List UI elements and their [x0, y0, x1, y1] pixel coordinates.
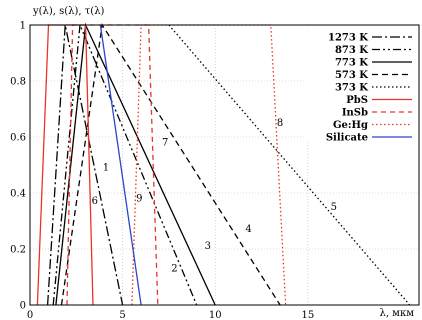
legend-label: 773 K	[335, 58, 368, 69]
legend-label: 573 K	[335, 70, 368, 81]
legend-label: Ge:Hg	[333, 120, 368, 131]
curve-label: 5	[331, 202, 337, 213]
x-tick-label: 0	[27, 310, 33, 320]
x-axis-title: λ, мкм	[379, 308, 414, 319]
series-line	[131, 24, 287, 306]
y-tick-label: 0.4	[10, 189, 26, 200]
x-tick-label: 15	[301, 310, 314, 320]
y-axis-title: y(λ), s(λ), τ(λ)	[32, 6, 105, 17]
series-line	[99, 24, 142, 306]
y-tick-label: 0.2	[10, 245, 26, 256]
curve-labels: 1 2 3 4 5 6 7 8 9	[92, 118, 337, 275]
curve-label: 8	[277, 118, 283, 129]
legend-label: 1273 K	[328, 33, 368, 44]
curve-label: 4	[245, 224, 251, 235]
x-tick-label: 10	[209, 310, 222, 320]
legend-label: Silicate	[326, 133, 368, 144]
legend-label: InSb	[342, 108, 368, 119]
y-tick-label: 0	[20, 301, 26, 312]
curve-label: 3	[205, 241, 211, 252]
curve-label: 1	[103, 163, 109, 174]
curve-label: 9	[136, 193, 142, 204]
y-tick-label: 0.6	[10, 133, 26, 144]
legend-label: PbS	[346, 95, 368, 106]
curve-label: 2	[171, 263, 177, 274]
plot-frame	[29, 24, 420, 306]
legend-label: 873 K	[335, 45, 368, 56]
axis-ticks: 0 5 10 15 0 0.2 0.4 0.6 0.8 1	[10, 21, 314, 320]
y-tick-label: 0.8	[10, 77, 26, 88]
legend-label: 373 K	[335, 83, 368, 94]
y-tick-label: 1	[20, 21, 26, 32]
curve-label: 6	[92, 196, 98, 207]
series-line	[36, 24, 94, 306]
series-line	[168, 24, 411, 306]
series-line	[52, 24, 198, 306]
x-tick-label: 5	[119, 310, 125, 320]
series-line	[46, 24, 124, 306]
curve-label: 7	[162, 137, 168, 148]
legend-background	[306, 28, 418, 140]
